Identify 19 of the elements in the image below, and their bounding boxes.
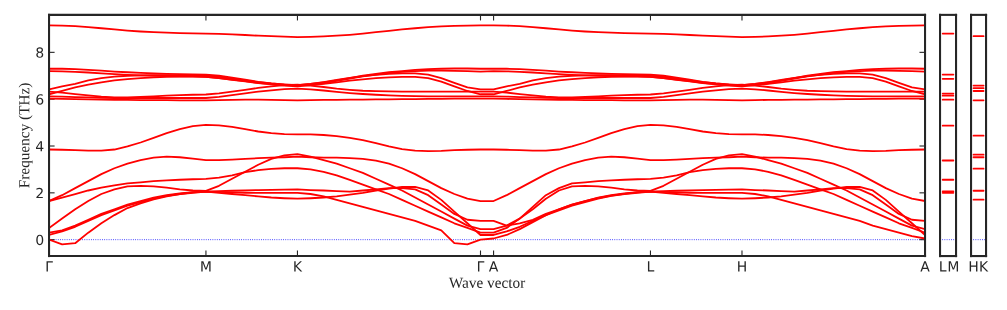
y-tick-label: 2: [36, 187, 43, 199]
y-axis-title: Frequency (THz): [18, 83, 33, 188]
x-tick-label: Γ: [477, 261, 485, 272]
x-tick-label: L: [940, 261, 947, 272]
x-axis-title: Wave vector: [448, 277, 526, 288]
x-tick-label: M: [201, 261, 211, 272]
x-tick-label: A: [920, 261, 930, 272]
x-tick-label: A: [488, 261, 499, 272]
x-tick-label: K: [294, 261, 303, 272]
x-tick-label: H: [738, 261, 746, 272]
x-tick-label: Γ: [46, 261, 53, 272]
y-tick-label: 8: [36, 47, 44, 58]
x-tick-label: H: [969, 261, 978, 272]
y-tick-label: 0: [36, 234, 44, 246]
x-tick-label: K: [980, 261, 989, 272]
x-tick-label: L: [647, 261, 655, 272]
x-tick-label: M: [948, 261, 959, 272]
y-tick-label: 6: [36, 94, 44, 105]
y-tick-label: 4: [36, 141, 44, 152]
